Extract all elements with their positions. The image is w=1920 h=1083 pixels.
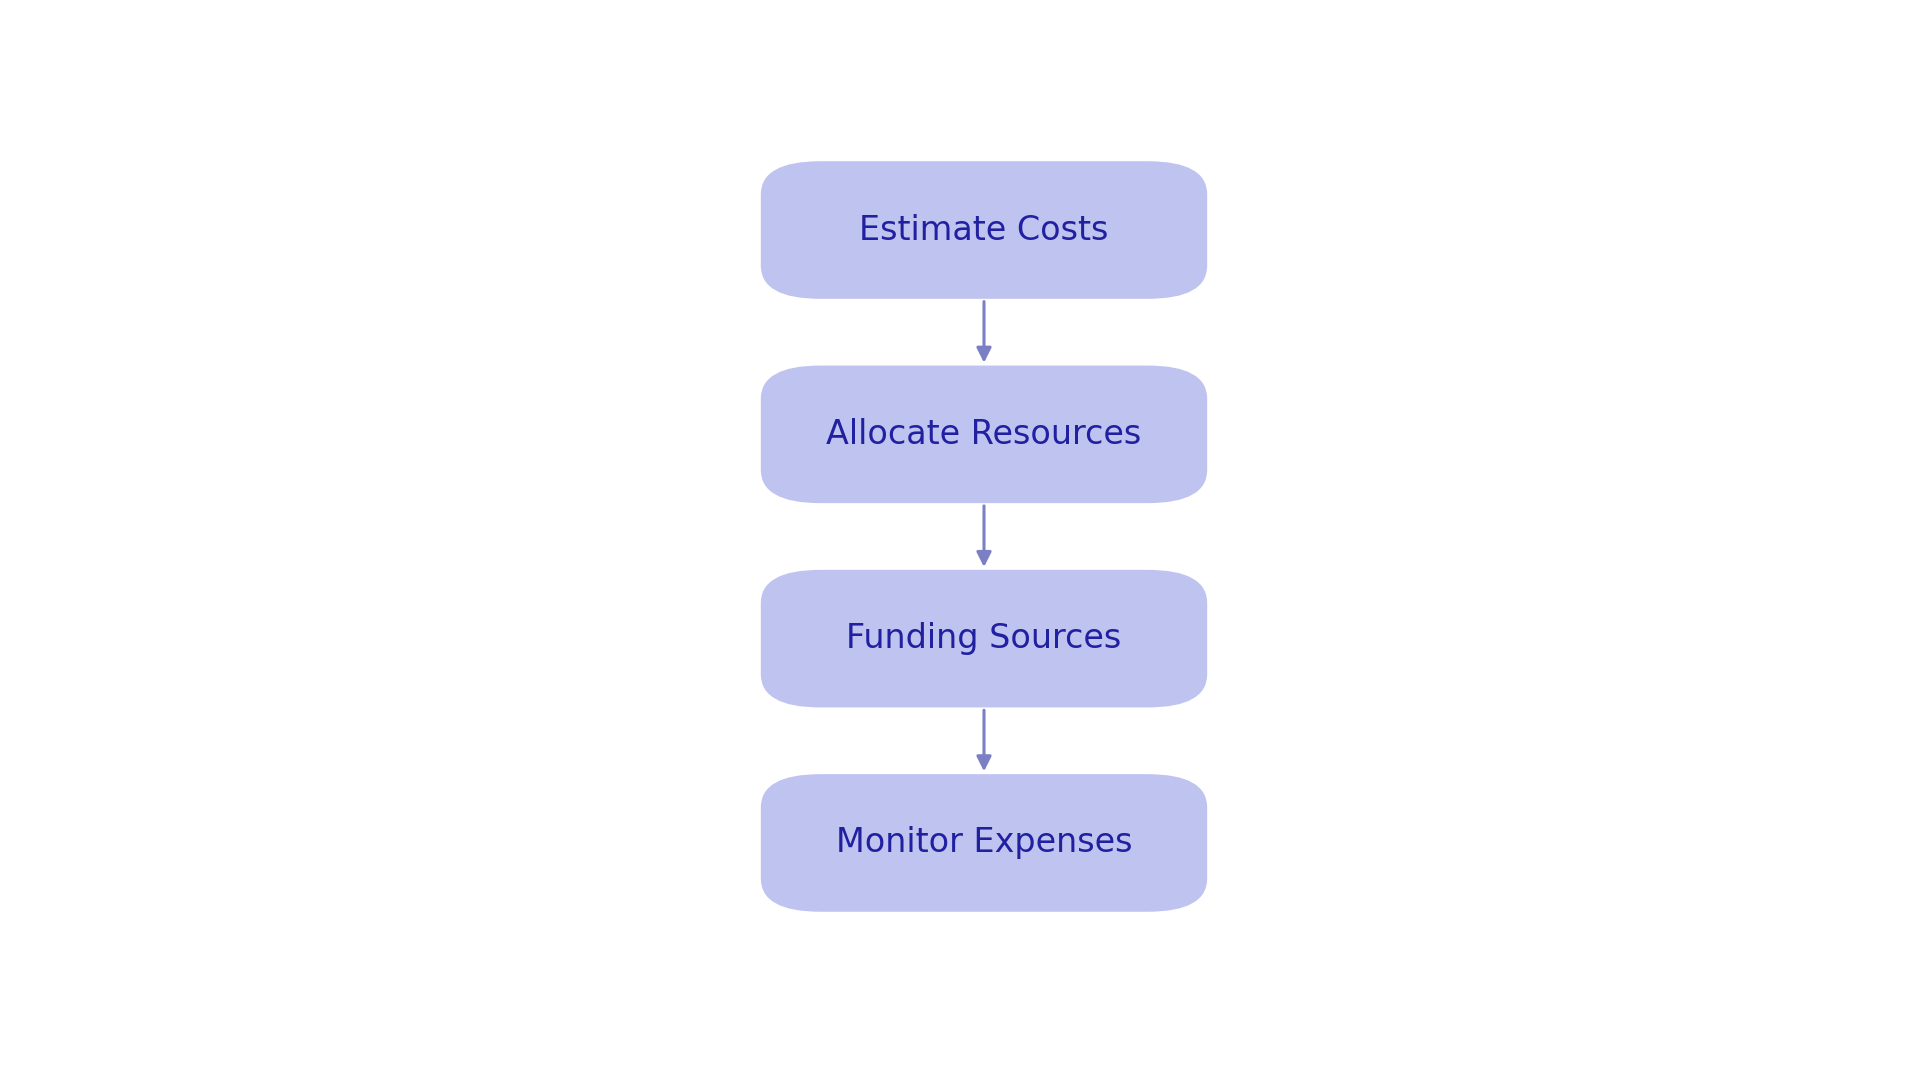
Text: Estimate Costs: Estimate Costs [860,213,1108,247]
FancyBboxPatch shape [760,366,1208,504]
FancyBboxPatch shape [760,161,1208,299]
Text: Allocate Resources: Allocate Resources [826,418,1142,451]
Text: Monitor Expenses: Monitor Expenses [835,826,1133,860]
Text: Funding Sources: Funding Sources [847,622,1121,655]
FancyBboxPatch shape [760,774,1208,912]
FancyBboxPatch shape [760,570,1208,707]
